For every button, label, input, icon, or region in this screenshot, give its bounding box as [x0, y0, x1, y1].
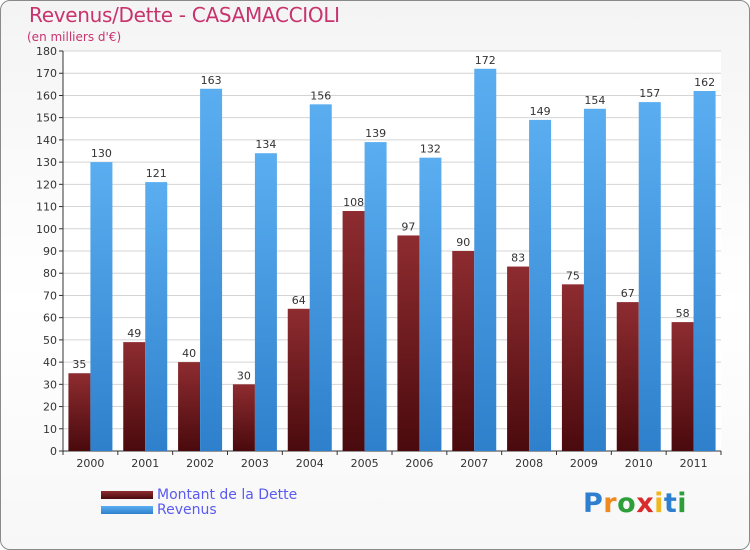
y-tick-label: 120	[36, 178, 57, 191]
bar-revenus	[474, 68, 497, 452]
x-tick-label: 2002	[186, 457, 214, 470]
legend-swatch-dette	[101, 491, 153, 499]
x-tick-label: 2004	[296, 457, 324, 470]
data-label-revenus: 130	[91, 147, 112, 160]
x-tick-label: 2006	[405, 457, 433, 470]
logo-letter: o	[617, 488, 637, 519]
y-tick-label: 180	[36, 45, 57, 58]
y-tick-label: 20	[43, 401, 57, 414]
legend-label-dette: Montant de la Dette	[157, 487, 298, 503]
x-tick-label: 2010	[625, 457, 653, 470]
data-label-revenus: 162	[694, 76, 715, 89]
legend-label-revenus: Revenus	[157, 502, 217, 518]
bar-revenus	[419, 157, 442, 451]
y-tick-label: 170	[36, 67, 57, 80]
bar-dette	[397, 235, 420, 451]
data-label-revenus: 139	[365, 127, 386, 140]
data-label-dette: 83	[511, 252, 525, 265]
bar-revenus	[145, 182, 168, 451]
data-label-revenus: 157	[639, 87, 660, 100]
chart-subtitle: (en milliers d'€)	[27, 30, 122, 44]
logo-letter: P	[583, 488, 604, 519]
y-tick-label: 130	[36, 156, 57, 169]
bar-dette	[232, 384, 255, 451]
bar-dette	[178, 362, 201, 451]
bar-dette	[671, 322, 694, 451]
bar-dette	[507, 266, 530, 451]
data-label-dette: 64	[292, 294, 306, 307]
x-tick-label: 2001	[131, 457, 159, 470]
y-tick-label: 10	[43, 423, 57, 436]
bar-revenus	[693, 91, 716, 451]
logo-letter: t	[663, 488, 678, 519]
x-tick-label: 2003	[241, 457, 269, 470]
data-label-revenus: 154	[584, 94, 605, 107]
logo-letter: x	[636, 488, 655, 519]
bar-revenus	[638, 102, 661, 451]
y-tick-label: 140	[36, 134, 57, 147]
y-tick-label: 80	[43, 267, 57, 280]
proxiti-logo: Proxiti	[583, 488, 687, 519]
bar-revenus	[529, 119, 552, 451]
data-label-dette: 49	[127, 327, 141, 340]
bar-dette	[123, 342, 146, 451]
data-label-revenus: 156	[310, 89, 331, 102]
chart-title: Revenus/Dette - CASAMACCIOLI	[29, 3, 340, 27]
y-tick-label: 30	[43, 378, 57, 391]
y-tick-label: 90	[43, 245, 57, 258]
data-label-revenus: 132	[420, 143, 441, 156]
data-label-revenus: 172	[475, 54, 496, 67]
data-label-dette: 90	[456, 236, 470, 249]
data-label-dette: 35	[72, 358, 86, 371]
data-label-dette: 97	[401, 220, 415, 233]
bar-chart: 0 10 20 30 40 50 60 70 80 90 100 110 120 130 140 150 160…	[36, 45, 722, 470]
y-tick-label: 40	[43, 356, 57, 369]
y-tick-label: 60	[43, 312, 57, 325]
data-label-dette: 108	[343, 196, 364, 209]
x-tick-label: 2009	[570, 457, 598, 470]
data-label-dette: 75	[566, 269, 580, 282]
x-tick-label: 2011	[680, 457, 708, 470]
x-tick-label: 2007	[460, 457, 488, 470]
bar-revenus	[309, 104, 332, 451]
logo-letter: i	[654, 488, 664, 519]
data-label-revenus: 121	[146, 167, 167, 180]
y-tick-label: 160	[36, 89, 57, 102]
data-label-revenus: 149	[530, 105, 551, 118]
bar-revenus	[364, 142, 387, 451]
bar-dette	[561, 284, 584, 451]
bar-dette	[452, 251, 475, 451]
bar-revenus	[254, 153, 277, 451]
logo-letter: i	[677, 488, 688, 519]
bar-revenus	[200, 88, 223, 452]
bar-dette	[287, 308, 310, 451]
logo-letter: r	[603, 488, 618, 519]
x-tick-label: 2000	[76, 457, 104, 470]
y-tick-label: 150	[36, 112, 57, 125]
y-tick-label: 50	[43, 334, 57, 347]
bar-dette	[342, 211, 365, 451]
data-label-dette: 40	[182, 347, 196, 360]
bar-revenus	[90, 162, 113, 451]
x-tick-label: 2005	[351, 457, 379, 470]
x-tick-label: 2008	[515, 457, 543, 470]
bar-dette	[68, 373, 91, 451]
data-label-dette: 30	[237, 369, 251, 382]
y-tick-label: 110	[36, 201, 57, 214]
data-label-dette: 58	[676, 307, 690, 320]
y-tick-label: 0	[50, 445, 57, 458]
bar-dette	[616, 302, 639, 451]
y-tick-label: 70	[43, 289, 57, 302]
data-label-revenus: 134	[255, 138, 276, 151]
legend-swatch-revenus	[101, 506, 153, 514]
bar-revenus	[583, 108, 606, 452]
y-tick-label: 100	[36, 223, 57, 236]
data-label-dette: 67	[621, 287, 635, 300]
data-label-revenus: 163	[201, 74, 222, 87]
